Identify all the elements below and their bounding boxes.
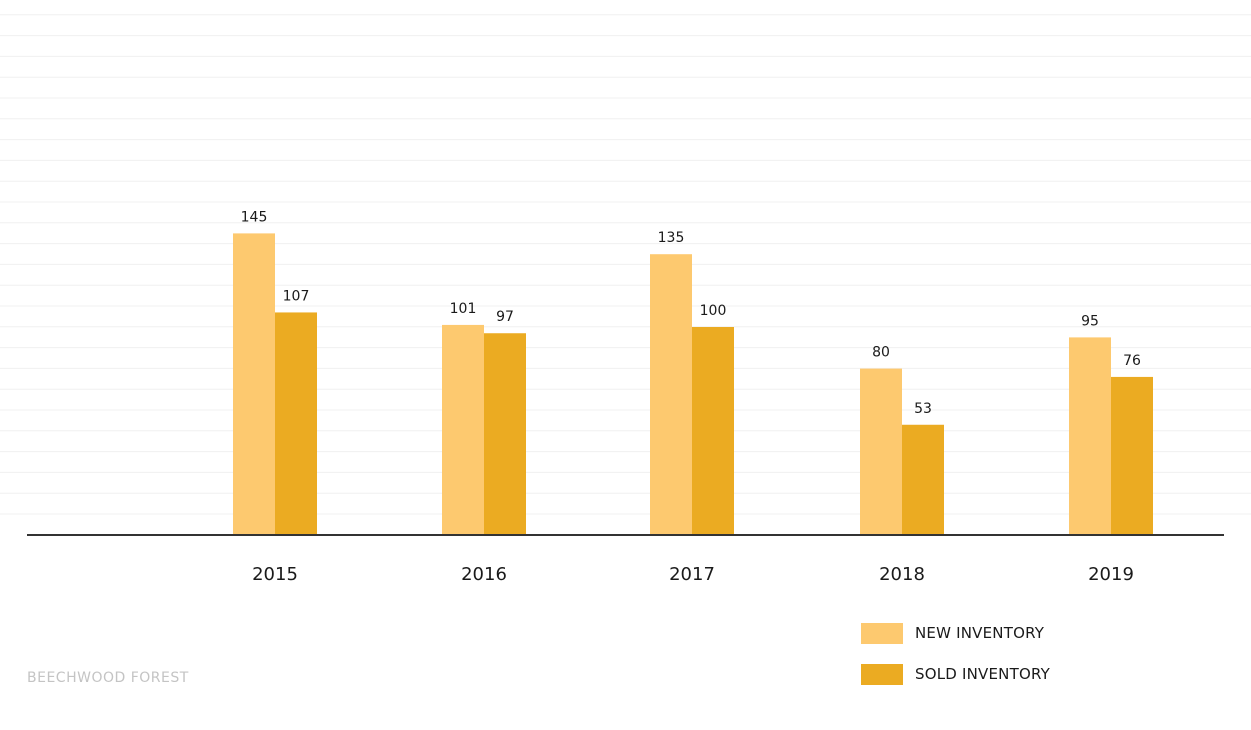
data-label-new-2017: 135 — [658, 230, 685, 246]
legend-item-new-inventory: NEW INVENTORY — [861, 622, 1050, 644]
x-tick-label-2019: 2019 — [1088, 564, 1134, 585]
legend: NEW INVENTORY SOLD INVENTORY — [861, 622, 1050, 704]
data-label-sold-2017: 100 — [700, 303, 727, 319]
bar-new-2017 — [650, 254, 692, 535]
bar-new-2019 — [1069, 337, 1111, 535]
legend-item-sold-inventory: SOLD INVENTORY — [861, 663, 1050, 685]
legend-label-sold-inventory: SOLD INVENTORY — [915, 665, 1051, 683]
bar-sold-2018 — [902, 424, 944, 535]
brand-watermark: BEECHWOOD FOREST — [27, 670, 189, 686]
bar-sold-2016 — [484, 333, 526, 535]
x-tick-label-2018: 2018 — [879, 564, 925, 585]
data-label-sold-2015: 107 — [283, 288, 310, 304]
legend-swatch-sold-inventory — [861, 663, 903, 685]
bar-new-2018 — [860, 368, 902, 535]
data-label-new-2015: 145 — [241, 209, 268, 225]
data-label-sold-2016: 97 — [496, 309, 514, 325]
data-labels: 145 107 101 97 135 100 80 53 95 76 — [241, 209, 1141, 416]
x-tick-label-2017: 2017 — [669, 564, 715, 585]
data-label-new-2018: 80 — [872, 345, 890, 361]
data-label-sold-2019: 76 — [1123, 353, 1141, 369]
x-tick-label-2016: 2016 — [461, 564, 507, 585]
data-label-new-2019: 95 — [1081, 313, 1099, 329]
bar-sold-2019 — [1111, 376, 1153, 535]
x-tick-label-2015: 2015 — [252, 564, 298, 585]
bar-sold-2017 — [692, 327, 734, 535]
legend-label-new-inventory: NEW INVENTORY — [915, 624, 1045, 642]
bars — [233, 233, 1153, 535]
data-label-sold-2018: 53 — [914, 401, 932, 417]
bar-new-2015 — [233, 233, 275, 535]
bar-sold-2015 — [275, 312, 317, 535]
data-label-new-2016: 101 — [450, 301, 477, 317]
bar-new-2016 — [442, 324, 484, 535]
x-axis-ticks: 2015 2016 2017 2018 2019 — [252, 564, 1134, 585]
gridlines — [0, 14, 1251, 515]
legend-swatch-new-inventory — [861, 622, 903, 644]
